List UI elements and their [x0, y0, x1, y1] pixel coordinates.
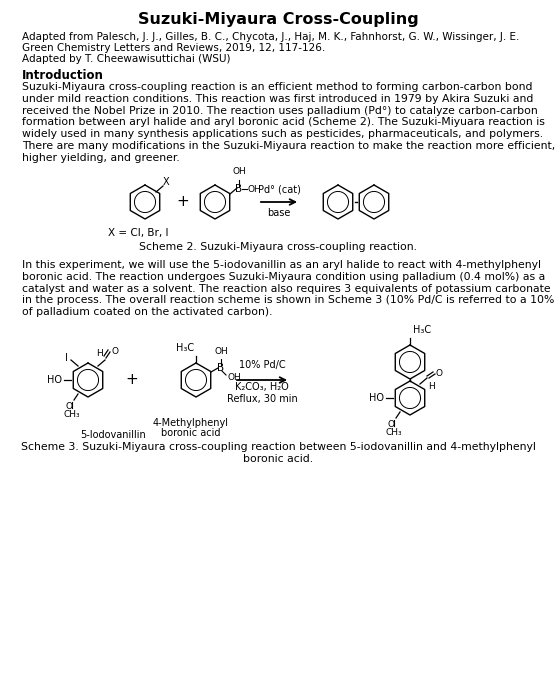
Text: CH₃: CH₃ — [386, 428, 403, 437]
Text: H: H — [428, 382, 435, 391]
Text: catalyst and water as a solvent. The reaction also requires 3 equivalents of pot: catalyst and water as a solvent. The rea… — [22, 284, 550, 293]
Text: O: O — [111, 347, 118, 356]
Text: Scheme 3. Suzuki-Miyaura cross-coupling reaction between 5-iodovanillin and 4-me: Scheme 3. Suzuki-Miyaura cross-coupling … — [21, 442, 535, 452]
Text: widely used in many synthesis applications such as pesticides, pharmaceuticals, : widely used in many synthesis applicatio… — [22, 130, 543, 139]
Text: boronic acid: boronic acid — [161, 428, 221, 438]
Text: 4-Methylphenyl: 4-Methylphenyl — [153, 418, 229, 428]
Text: B: B — [217, 363, 225, 373]
Text: Pd° (cat): Pd° (cat) — [257, 184, 300, 194]
Text: base: base — [267, 208, 291, 218]
Text: I: I — [65, 353, 68, 363]
Text: boronic acid.: boronic acid. — [243, 454, 313, 464]
Text: boronic acid. The reaction undergoes Suzuki-Miyaura condition using palladium (0: boronic acid. The reaction undergoes Suz… — [22, 272, 545, 282]
Text: of palladium coated on the activated carbon).: of palladium coated on the activated car… — [22, 307, 272, 317]
Text: H₃C: H₃C — [413, 325, 431, 335]
Text: HO: HO — [369, 393, 384, 403]
Text: OH: OH — [232, 167, 246, 176]
Text: +: + — [177, 195, 190, 209]
Text: 5-Iodovanillin: 5-Iodovanillin — [80, 430, 146, 440]
Text: H₃C: H₃C — [176, 343, 194, 353]
Text: In this experiment, we will use the 5-iodovanillin as an aryl halide to react wi: In this experiment, we will use the 5-io… — [22, 260, 541, 270]
Text: Green Chemistry Letters and Reviews, 2019, 12, 117-126.: Green Chemistry Letters and Reviews, 201… — [22, 43, 325, 53]
Text: Adapted from Palesch, J. J., Gilles, B. C., Chycota, J., Haj, M. K., Fahnhorst, : Adapted from Palesch, J. J., Gilles, B. … — [22, 32, 519, 42]
Text: O: O — [387, 420, 394, 429]
Text: X: X — [163, 177, 170, 187]
Text: +: + — [126, 372, 138, 388]
Text: H: H — [96, 349, 103, 358]
Text: under mild reaction conditions. This reaction was first introduced in 1979 by Ak: under mild reaction conditions. This rea… — [22, 94, 533, 104]
Text: B: B — [235, 184, 242, 194]
Text: X = Cl, Br, I: X = Cl, Br, I — [108, 228, 168, 238]
Text: O: O — [436, 370, 443, 379]
Text: Suzuki-Miyaura Cross-Coupling: Suzuki-Miyaura Cross-Coupling — [138, 12, 418, 27]
Text: OH: OH — [227, 372, 241, 382]
Text: Introduction: Introduction — [22, 69, 104, 82]
Text: Reflux, 30 min: Reflux, 30 min — [227, 394, 297, 404]
Text: formation between aryl halide and aryl boronic acid (Scheme 2). The Suzuki-Miyua: formation between aryl halide and aryl b… — [22, 118, 545, 127]
Text: Scheme 2. Suzuki-Miyaura cross-coupling reaction.: Scheme 2. Suzuki-Miyaura cross-coupling … — [139, 242, 417, 252]
Text: CH₃: CH₃ — [64, 410, 80, 419]
Text: Suzuki-Miyaura cross-coupling reaction is an efficient method to forming carbon-: Suzuki-Miyaura cross-coupling reaction i… — [22, 82, 533, 92]
Text: HO: HO — [47, 375, 62, 385]
Text: received the Nobel Prize in 2010. The reaction uses palladium (Pd°) to catalyze : received the Nobel Prize in 2010. The re… — [22, 106, 538, 116]
Text: OH: OH — [214, 347, 228, 356]
Text: Adapted by T. Cheewawisuttichai (WSU): Adapted by T. Cheewawisuttichai (WSU) — [22, 54, 231, 64]
Text: 10% Pd/C: 10% Pd/C — [239, 360, 285, 370]
Text: OH: OH — [248, 185, 262, 193]
Text: higher yielding, and greener.: higher yielding, and greener. — [22, 153, 180, 163]
Text: O: O — [65, 402, 72, 411]
Text: K₂CO₃, H₂O: K₂CO₃, H₂O — [235, 382, 289, 392]
Text: in the process. The overall reaction scheme is shown in Scheme 3 (10% Pd/C is re: in the process. The overall reaction sch… — [22, 295, 554, 305]
Text: There are many modifications in the Suzuki-Miyaura reaction to make the reaction: There are many modifications in the Suzu… — [22, 141, 555, 151]
